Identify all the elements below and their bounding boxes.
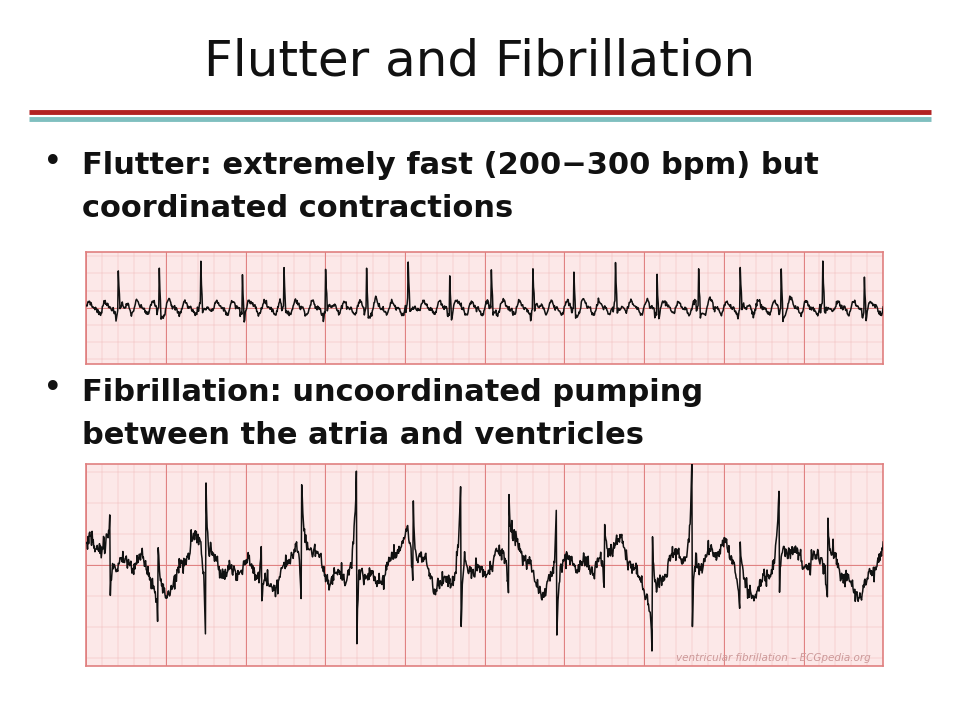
Text: between the atria and ventricles: between the atria and ventricles bbox=[82, 421, 643, 450]
Text: •: • bbox=[43, 145, 62, 179]
Text: ventricular fibrillation – ECGpedia.org: ventricular fibrillation – ECGpedia.org bbox=[677, 653, 872, 663]
Text: Flutter and Fibrillation: Flutter and Fibrillation bbox=[204, 37, 756, 85]
Text: Fibrillation: uncoordinated pumping: Fibrillation: uncoordinated pumping bbox=[82, 378, 703, 407]
Text: coordinated contractions: coordinated contractions bbox=[82, 194, 513, 223]
Text: •: • bbox=[43, 372, 62, 405]
Text: Flutter: extremely fast (200−300 bpm) but: Flutter: extremely fast (200−300 bpm) bu… bbox=[82, 151, 819, 180]
